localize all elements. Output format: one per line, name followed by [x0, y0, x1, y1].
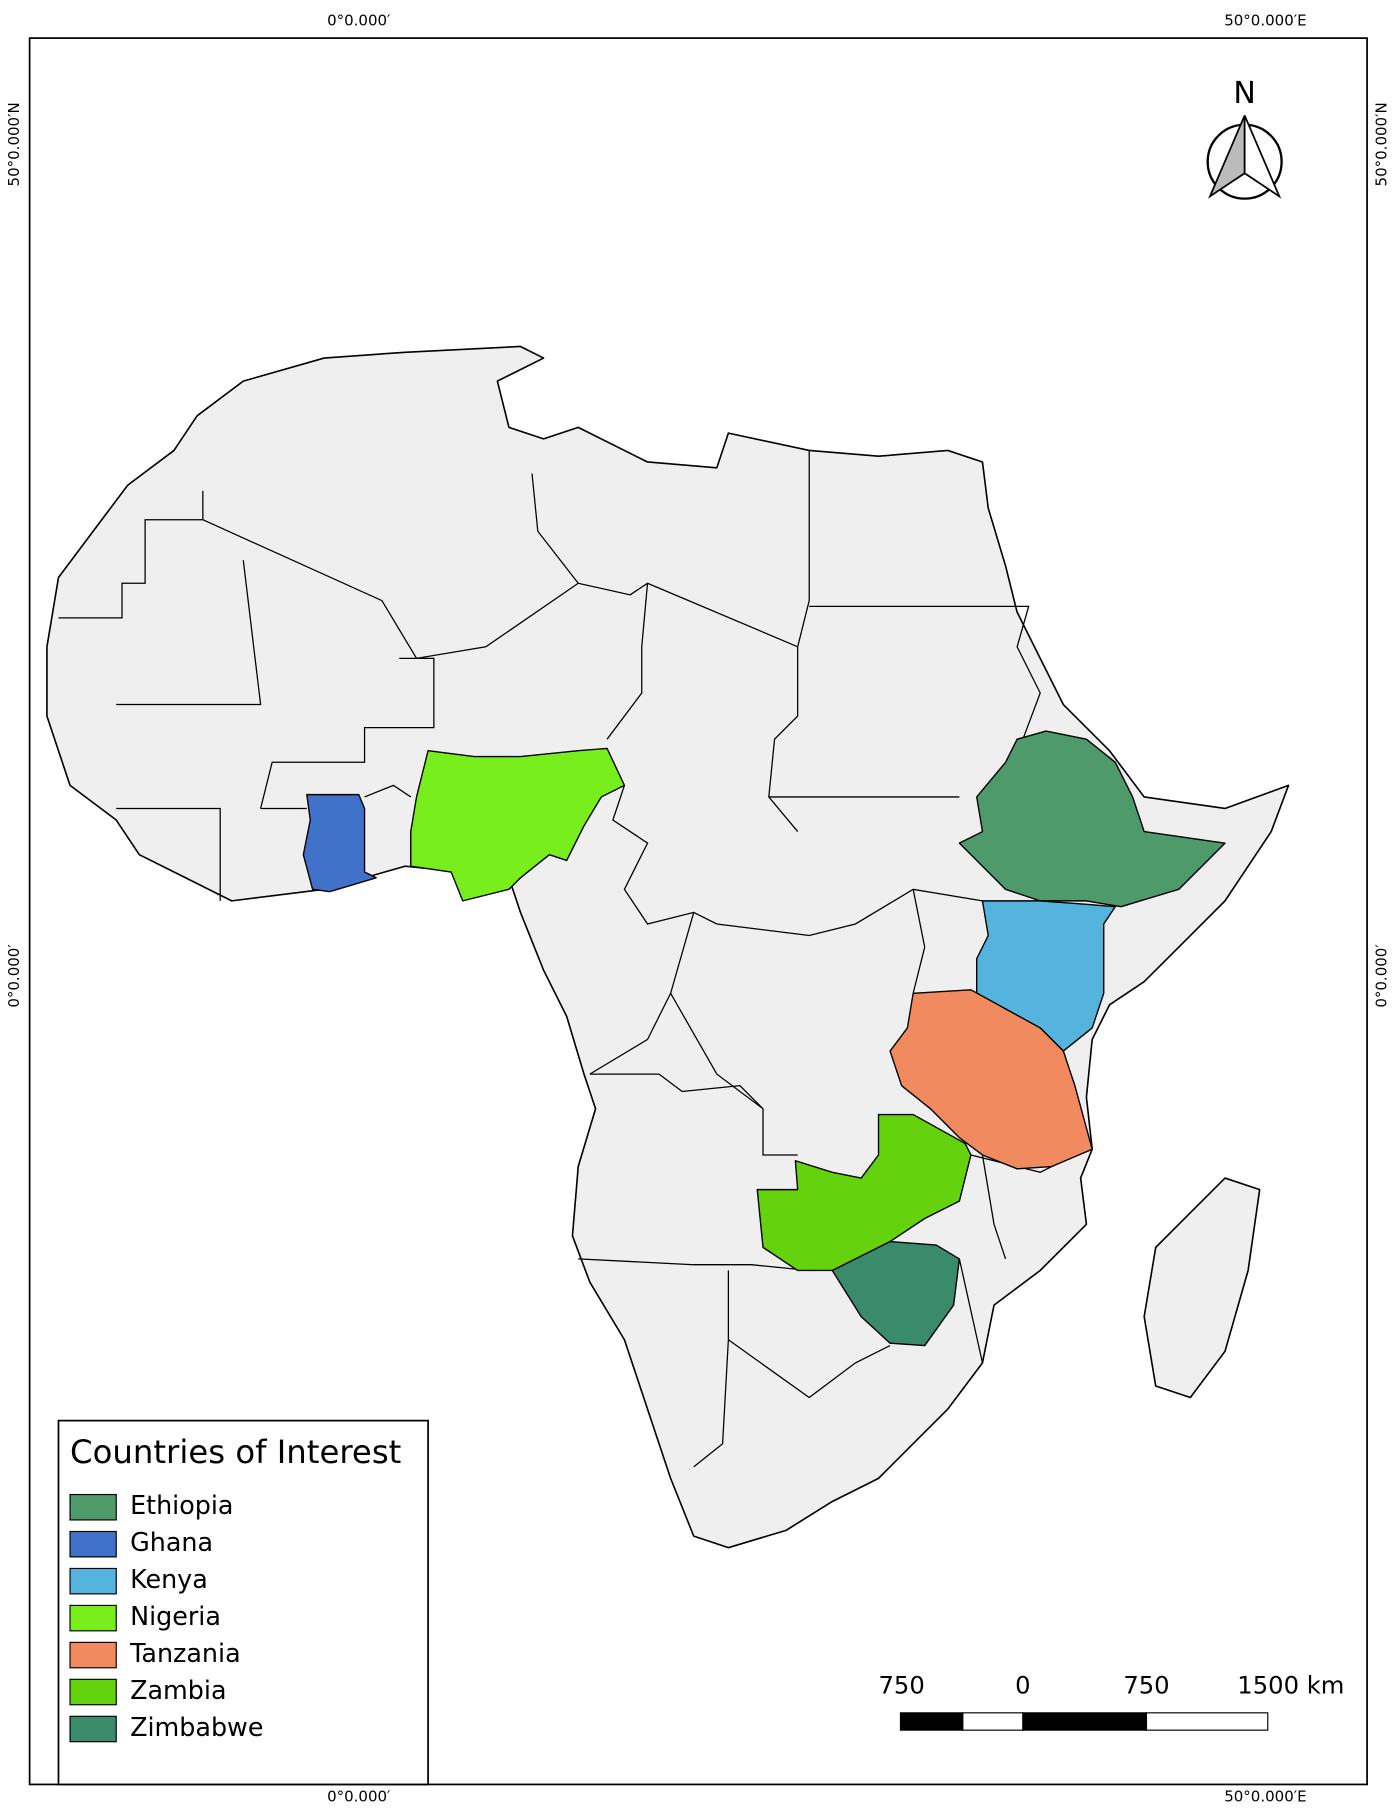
- scale-segment: [962, 1712, 1024, 1731]
- scale-label: 1500 km: [1237, 1670, 1344, 1699]
- legend-label: Zambia: [130, 1675, 226, 1705]
- legend: Countries of Interest Ethiopia Ghana Kenya…: [57, 1419, 429, 1786]
- legend-label: Tanzania: [129, 1638, 241, 1668]
- right-coord-label: 0°0.000′: [1373, 944, 1391, 1008]
- left-coord-label: 50°0.000′N: [5, 102, 23, 186]
- legend-label: Nigeria: [130, 1601, 221, 1631]
- north-label: N: [1233, 76, 1255, 111]
- madagascar: [1143, 1177, 1261, 1399]
- legend-swatch: [69, 1641, 117, 1669]
- scale-label: 750: [878, 1670, 924, 1699]
- top-coord-label: 0°0.000′: [327, 11, 391, 29]
- country-ghana: [302, 793, 377, 893]
- legend-swatch: [69, 1493, 117, 1521]
- scale-segment: [1022, 1712, 1148, 1731]
- scale-segment: [1145, 1712, 1269, 1731]
- legend-swatch: [69, 1715, 117, 1743]
- legend-swatch: [69, 1678, 117, 1706]
- legend-label: Ethiopia: [130, 1490, 233, 1520]
- scale-label: 750: [1123, 1670, 1169, 1699]
- country-kenya: [976, 900, 1116, 1052]
- country-zimbabwe: [831, 1240, 961, 1347]
- top-coord-label: 50°0.000′E: [1224, 11, 1306, 29]
- bottom-coord-label: 0°0.000′: [327, 1788, 391, 1806]
- country-tanzania: [889, 989, 1093, 1170]
- legend-label: Ghana: [130, 1527, 213, 1557]
- left-coord-label: 0°0.000′: [5, 944, 23, 1008]
- legend-label: Kenya: [130, 1564, 208, 1594]
- north-arrow: N: [1206, 76, 1283, 200]
- legend-swatch: [69, 1567, 117, 1595]
- scale-bar: 750 0 750 1500 km: [878, 1670, 1344, 1731]
- legend-title: Countries of Interest: [70, 1433, 401, 1471]
- legend-swatch: [69, 1530, 117, 1558]
- legend-swatch: [69, 1604, 117, 1632]
- bottom-coord-label: 50°0.000′E: [1224, 1788, 1306, 1806]
- country-borders: [58, 450, 1076, 1468]
- legend-box: [57, 1419, 429, 1786]
- scale-label: 0: [1015, 1670, 1030, 1699]
- north-arrow-right: [1243, 115, 1282, 199]
- country-zambia: [756, 1113, 972, 1272]
- country-nigeria: [410, 747, 626, 902]
- country-ethiopia: [958, 730, 1226, 908]
- right-coord-label: 50°0.000′N: [1373, 102, 1391, 186]
- legend-label: Zimbabwe: [130, 1712, 263, 1742]
- scale-segment: [899, 1712, 964, 1731]
